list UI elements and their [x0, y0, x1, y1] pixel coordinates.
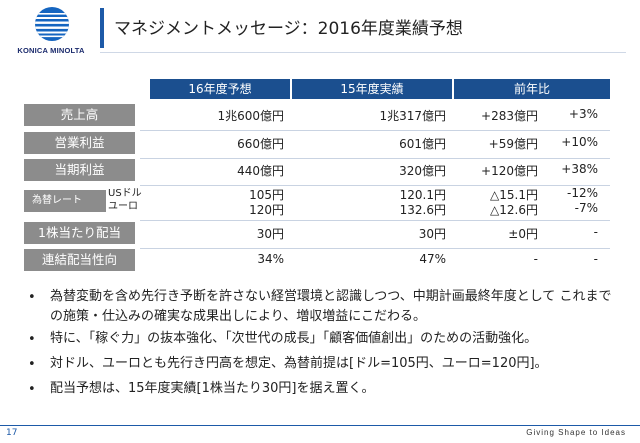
row-label-net-income: 当期利益: [24, 159, 135, 181]
cell-payout-fy15: 47%: [419, 252, 446, 266]
cell-net-diff: +120億円: [481, 164, 538, 178]
row-label-sales: 売上高: [24, 104, 135, 126]
bullet-dot: •: [28, 357, 36, 372]
cell-op-pct: +10%: [561, 135, 598, 149]
fx-eur-label: ユーロ: [108, 201, 138, 212]
cell-div-fy15: 30円: [418, 227, 446, 241]
bullet-dot: •: [28, 382, 36, 397]
table-row-operating-income: 営業利益 660億円 601億円 +59億円 +10%: [24, 132, 610, 159]
cell-fx-usd-fy15: 120.1円: [399, 188, 446, 202]
title-accent-bar: [100, 8, 104, 48]
column-header-yoy: 前年比: [454, 79, 610, 99]
row-label-payout-ratio: 連結配当性向: [24, 249, 135, 271]
cell-sales-fy16: 1兆600億円: [217, 109, 284, 123]
logo-wordmark: KONICA MINOLTA: [17, 46, 85, 55]
cell-fx-eur-fy15: 132.6円: [399, 203, 446, 217]
cell-sales-fy15: 1兆317億円: [379, 109, 446, 123]
table-row-fx-rate: 為替レート USドル ユーロ 105円 120円 120.1円 132.6円 △…: [24, 185, 610, 221]
bullet-text: 特に、「稼ぐ力」の抜本強化、「次世代の成長」「顧客価値創出」のための活動強化。: [50, 331, 538, 346]
cell-div-pct: -: [593, 225, 598, 239]
cell-sales-diff: +283億円: [481, 109, 538, 123]
row-divider: [140, 185, 610, 186]
cell-div-diff: ±0円: [508, 227, 538, 241]
cell-payout-fy16: 34%: [257, 252, 284, 266]
row-divider: [140, 158, 610, 159]
row-divider: [140, 220, 610, 221]
company-logo: KONICA MINOLTA: [10, 6, 92, 62]
bullet-text: 配当予想は、15年度実績[1株当たり30円]を据え置く。: [50, 381, 375, 396]
row-label-operating-income: 営業利益: [24, 132, 135, 154]
fx-usd-label: USドル: [108, 188, 142, 199]
title-divider: [100, 52, 626, 53]
cell-payout-diff: -: [533, 252, 538, 266]
page-title: マネジメントメッセージ：2016年度業績予想: [114, 19, 463, 39]
cell-fx-eur-pct: -7%: [574, 201, 598, 215]
row-label-fx-rate: 為替レート: [24, 190, 106, 212]
footer-tagline: Giving Shape to Ideas: [526, 428, 626, 437]
cell-fx-usd-diff: △15.1円: [490, 188, 538, 202]
cell-sales-pct: +3%: [568, 107, 598, 121]
page-number: 17: [6, 428, 18, 438]
row-divider: [140, 248, 610, 249]
cell-fx-usd-fy16: 105円: [249, 188, 284, 202]
table-row-payout-ratio: 連結配当性向 34% 47% - -: [24, 249, 600, 271]
cell-op-fy16: 660億円: [237, 137, 284, 151]
table-row-net-income: 当期利益 440億円 320億円 +120億円 +38%: [24, 159, 610, 186]
cell-fx-usd-pct: -12%: [566, 186, 598, 200]
cell-op-diff: +59億円: [488, 137, 538, 151]
table-row-sales: 売上高 1兆600億円 1兆317億円 +283億円 +3%: [24, 104, 610, 131]
bullet-text: 対ドル、ユーロとも先行き円高を想定、為替前提は[ドル=105円、ユーロ=120円…: [50, 356, 548, 371]
cell-net-fy15: 320億円: [399, 164, 446, 178]
column-header-fy16: 16年度予想: [150, 79, 290, 99]
column-header-fy15: 15年度実績: [292, 79, 452, 99]
bullet-dot: •: [28, 332, 36, 347]
cell-div-fy16: 30円: [256, 227, 284, 241]
globe-logo-icon: [35, 7, 69, 41]
bullet-text: 為替変動を含め先行き予断を許さない経営環境と認識しつつ、中期計画最終年度として …: [50, 289, 612, 324]
cell-fx-eur-diff: △12.6円: [490, 203, 538, 217]
row-label-dividend: 1株当たり配当: [24, 222, 135, 244]
footer-divider: [0, 425, 640, 426]
cell-fx-eur-fy16: 120円: [249, 203, 284, 217]
cell-op-fy15: 601億円: [399, 137, 446, 151]
cell-net-fy16: 440億円: [237, 164, 284, 178]
table-row-dividend: 1株当たり配当 30円 30円 ±0円 -: [24, 222, 610, 249]
row-divider: [140, 130, 610, 131]
cell-payout-pct: -: [593, 252, 598, 266]
bullet-dot: •: [28, 290, 36, 305]
cell-net-pct: +38%: [561, 162, 598, 176]
